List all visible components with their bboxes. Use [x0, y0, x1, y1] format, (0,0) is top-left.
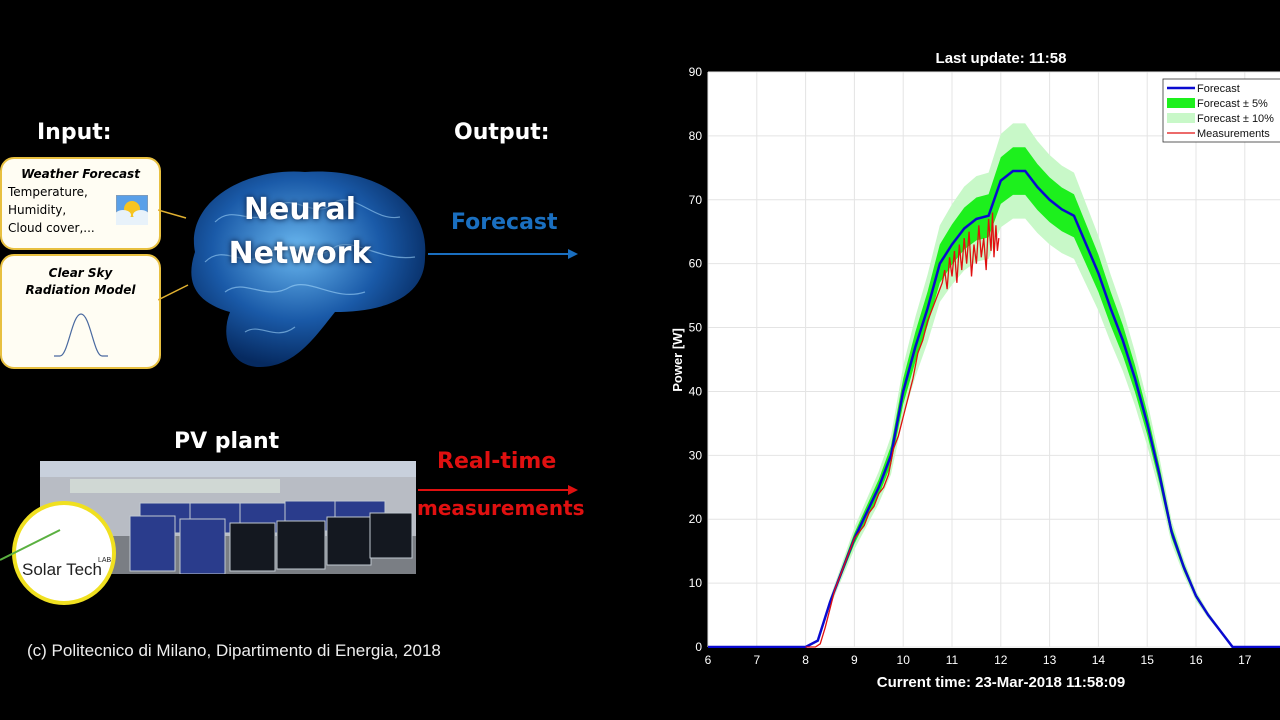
x-tick-label: 12 [994, 653, 1008, 667]
y-tick-label: 0 [695, 640, 702, 654]
forecast-output-label: Forecast [451, 210, 558, 235]
y-tick-label: 90 [689, 65, 703, 79]
neural-network-brain: Neural Network [175, 162, 430, 372]
y-tick-label: 30 [689, 448, 703, 462]
y-tick-label: 20 [689, 512, 703, 526]
y-tick-label: 40 [689, 384, 703, 398]
legend-swatch-band10 [1167, 113, 1195, 123]
brain-icon [191, 171, 426, 367]
sun-cloud-icon [116, 195, 148, 225]
x-tick-label: 17 [1238, 653, 1252, 667]
x-tick-label: 6 [705, 653, 712, 667]
measurements-label: measurements [417, 496, 585, 520]
x-tick-label: 15 [1141, 653, 1155, 667]
logo-sup: LAB [98, 557, 112, 564]
x-tick-label: 13 [1043, 653, 1057, 667]
y-tick-label: 60 [689, 257, 703, 271]
legend-swatch-band5 [1167, 98, 1195, 108]
y-tick-label: 10 [689, 576, 703, 590]
x-tick-label: 8 [802, 653, 809, 667]
pv-plant-label: PV plant [174, 429, 280, 454]
x-tick-label: 7 [753, 653, 760, 667]
output-label: Output: [454, 120, 550, 145]
weather-forecast-title: Weather Forecast [21, 167, 140, 181]
clear-sky-box: Clear Sky Radiation Model [0, 254, 161, 369]
x-tick-label: 9 [851, 653, 858, 667]
weather-line: Humidity, [8, 203, 67, 217]
y-tick-label: 70 [689, 193, 703, 207]
x-tick-label: 16 [1189, 653, 1203, 667]
legend-entry: Forecast ± 10% [1197, 113, 1274, 125]
forecast-arrow [428, 249, 578, 259]
legend-entry: Measurements [1197, 128, 1270, 140]
solar-tech-lab-logo: Solar Tech LAB [0, 501, 116, 605]
input-label: Input: [37, 120, 112, 145]
x-axis-label: Current time: 23-Mar-2018 11:58:09 [877, 674, 1125, 691]
x-tick-label: 11 [946, 653, 959, 667]
y-tick-label: 80 [689, 129, 703, 143]
measurements-line [805, 212, 1000, 648]
weather-line: Cloud cover,... [8, 221, 95, 235]
brain-label-1: Neural [243, 192, 357, 227]
forecast-line [708, 169, 1280, 648]
weather-forecast-box: Weather Forecast Temperature, Humidity, … [0, 157, 161, 250]
connector-lines [158, 209, 189, 301]
clear-sky-title-2: Radiation Model [25, 283, 136, 297]
measurements-arrow [418, 485, 578, 495]
legend: Forecast Forecast ± 5% Forecast ± 10% Me… [1162, 78, 1280, 143]
x-tick-label: 10 [897, 653, 911, 667]
realtime-label: Real-time [437, 449, 557, 474]
legend-entry: Forecast ± 5% [1197, 98, 1268, 110]
brain-label-2: Network [228, 236, 372, 271]
y-tick-label: 50 [689, 321, 703, 335]
band-10-percent [708, 123, 1280, 647]
x-tick-label: 14 [1092, 653, 1106, 667]
weather-line: Temperature, [8, 185, 88, 199]
chart-title: Last update: 11:58 [936, 50, 1067, 67]
legend-entry: Forecast [1197, 83, 1240, 95]
bell-curve-icon [54, 313, 108, 357]
clear-sky-title-1: Clear Sky [48, 266, 113, 280]
y-axis-label: Power [W] [670, 328, 685, 392]
copyright: (c) Politecnico di Milano, Dipartimento … [27, 641, 441, 660]
logo-text: Solar Tech [22, 560, 102, 579]
